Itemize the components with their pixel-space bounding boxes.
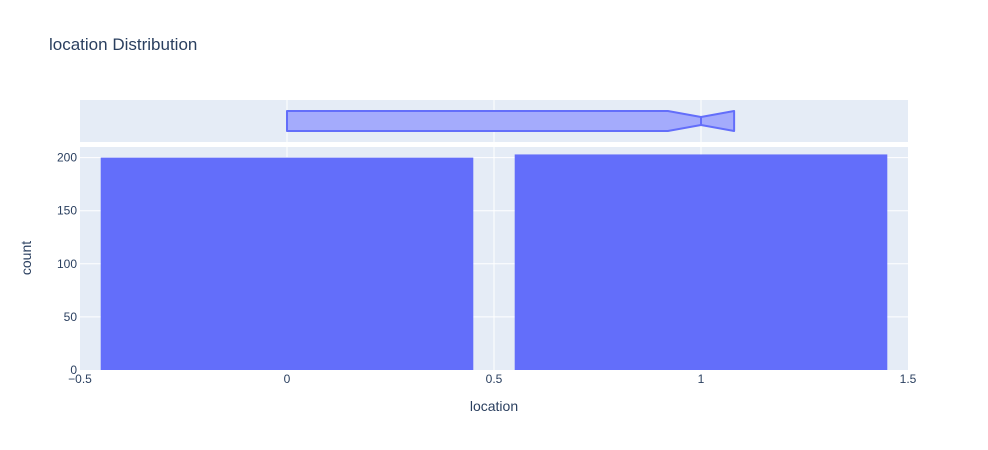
x-tick-label: 1: [698, 372, 705, 386]
y-tick-label: 0: [70, 363, 77, 377]
main-bar-panel: [80, 147, 908, 370]
bar-location-1: [514, 154, 888, 370]
bar-location-0: [100, 157, 474, 370]
marginal-box: [286, 110, 736, 132]
chart-title: location Distribution: [49, 35, 197, 54]
x-axis-ticks: −0.5 0 0.5 1 1.5: [68, 372, 917, 386]
x-tick-label: −0.5: [68, 372, 92, 386]
x-tick-label: 1.5: [900, 372, 917, 386]
y-axis-title: count: [18, 241, 34, 275]
x-axis-title: location: [470, 398, 518, 414]
bars: [100, 154, 888, 370]
marginal-box-panel: [80, 100, 908, 142]
x-tick-label: 0: [284, 372, 291, 386]
y-tick-label: 150: [57, 204, 77, 218]
box-notched-body: [286, 110, 736, 132]
y-axis-ticks: 0 50 100 150 200: [57, 151, 77, 377]
y-tick-label: 100: [57, 257, 77, 271]
y-tick-label: 200: [57, 151, 77, 165]
y-tick-label: 50: [64, 310, 78, 324]
x-tick-label: 0.5: [486, 372, 503, 386]
